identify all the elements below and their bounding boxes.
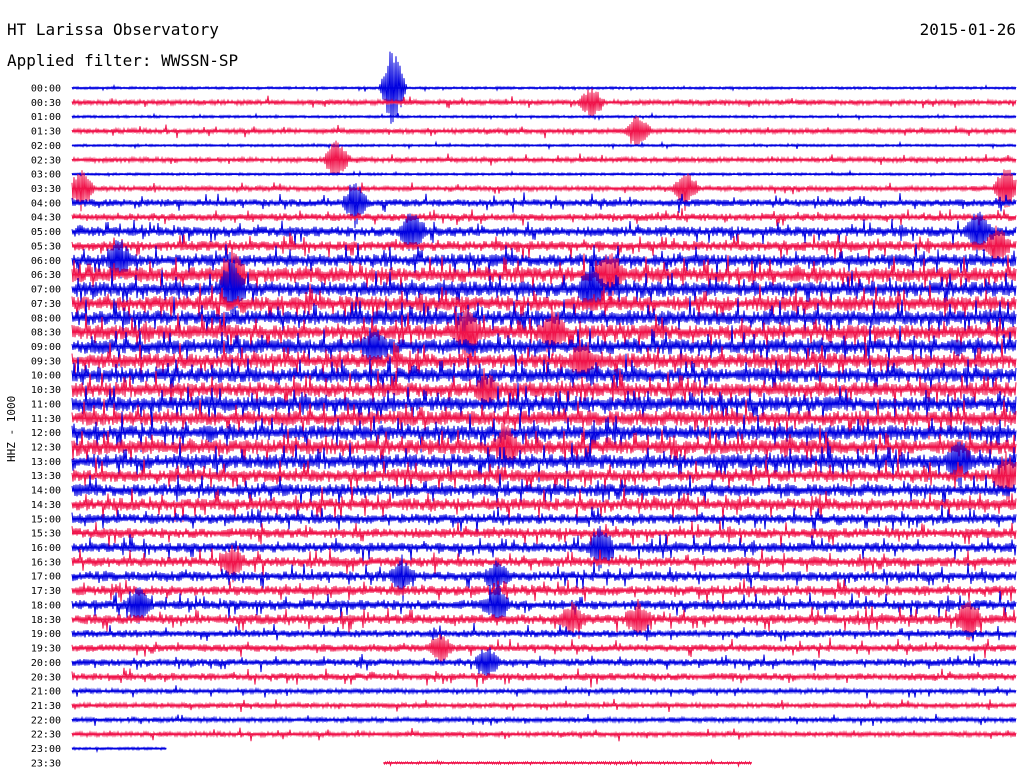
trace-0830 [71,303,1017,365]
trace-1900 [71,623,1017,642]
time-label: 23:00 [31,744,61,755]
plot-date: 2015-01-26 [919,20,1016,39]
time-label: 14:30 [31,500,61,511]
trace-0930 [71,338,1017,381]
time-label: 20:30 [31,672,61,683]
time-label: 06:00 [31,256,61,267]
station-title: HT Larissa Observatory [7,20,219,39]
time-label: 16:30 [31,557,61,568]
time-label: 02:00 [31,141,61,152]
time-label: 15:00 [31,514,61,525]
time-label: 09:30 [31,356,61,367]
filter-label: Applied filter: WWSSN-SP [7,51,239,70]
time-label: 20:00 [31,658,61,669]
time-label: 07:00 [31,285,61,296]
trace-0700 [71,251,1017,322]
time-label: 12:30 [31,443,61,454]
time-label: 22:00 [31,715,61,726]
time-label: 19:30 [31,644,61,655]
trace-1500 [71,504,1017,534]
time-label: 13:30 [31,471,61,482]
time-label: 19:00 [31,629,61,640]
trace-2000 [71,647,1017,678]
time-label: 00:00 [31,84,61,95]
time-label: 00:30 [31,98,61,109]
time-label: 02:30 [31,155,61,166]
time-label: 13:00 [31,457,61,468]
trace-1200 [71,411,1017,453]
time-label: 11:00 [31,399,61,410]
trace-0730 [71,283,1017,325]
time-label: 21:00 [31,687,61,698]
time-label: 16:00 [31,543,61,554]
time-label: 17:00 [31,572,61,583]
trace-1230 [71,417,1017,480]
time-label: 04:30 [31,213,61,224]
trace-0800 [71,296,1017,338]
trace-1030 [71,368,1017,412]
trace-1400 [71,473,1017,507]
trace-1630 [71,545,1017,583]
time-label: 08:30 [31,328,61,339]
time-label: 05:30 [31,241,61,252]
time-label: 18:00 [31,600,61,611]
trace-1130 [71,398,1017,440]
time-label: 01:00 [31,112,61,123]
time-label: 03:30 [31,184,61,195]
time-label: 22:30 [31,730,61,741]
time-label: 15:30 [31,529,61,540]
trace-2030 [71,667,1017,688]
time-label: 23:30 [31,758,61,769]
time-label: 03:00 [31,170,61,181]
time-label: 12:00 [31,428,61,439]
time-label: 05:00 [31,227,61,238]
time-label: 18:30 [31,615,61,626]
time-label: 08:00 [31,313,61,324]
trace-1600 [71,525,1017,572]
time-label: 06:30 [31,270,61,281]
time-label: 11:30 [31,414,61,425]
time-label: 04:00 [31,198,61,209]
time-label: 14:00 [31,486,61,497]
trace-0630 [71,245,1017,307]
time-label: 01:30 [31,127,61,138]
trace-1000 [71,353,1017,396]
time-label: 17:30 [31,586,61,597]
time-label: 09:00 [31,342,61,353]
trace-0330 [71,169,1017,212]
time-label: 07:30 [31,299,61,310]
time-label: 21:30 [31,701,61,712]
time-label: 10:30 [31,385,61,396]
time-label: 10:00 [31,371,61,382]
